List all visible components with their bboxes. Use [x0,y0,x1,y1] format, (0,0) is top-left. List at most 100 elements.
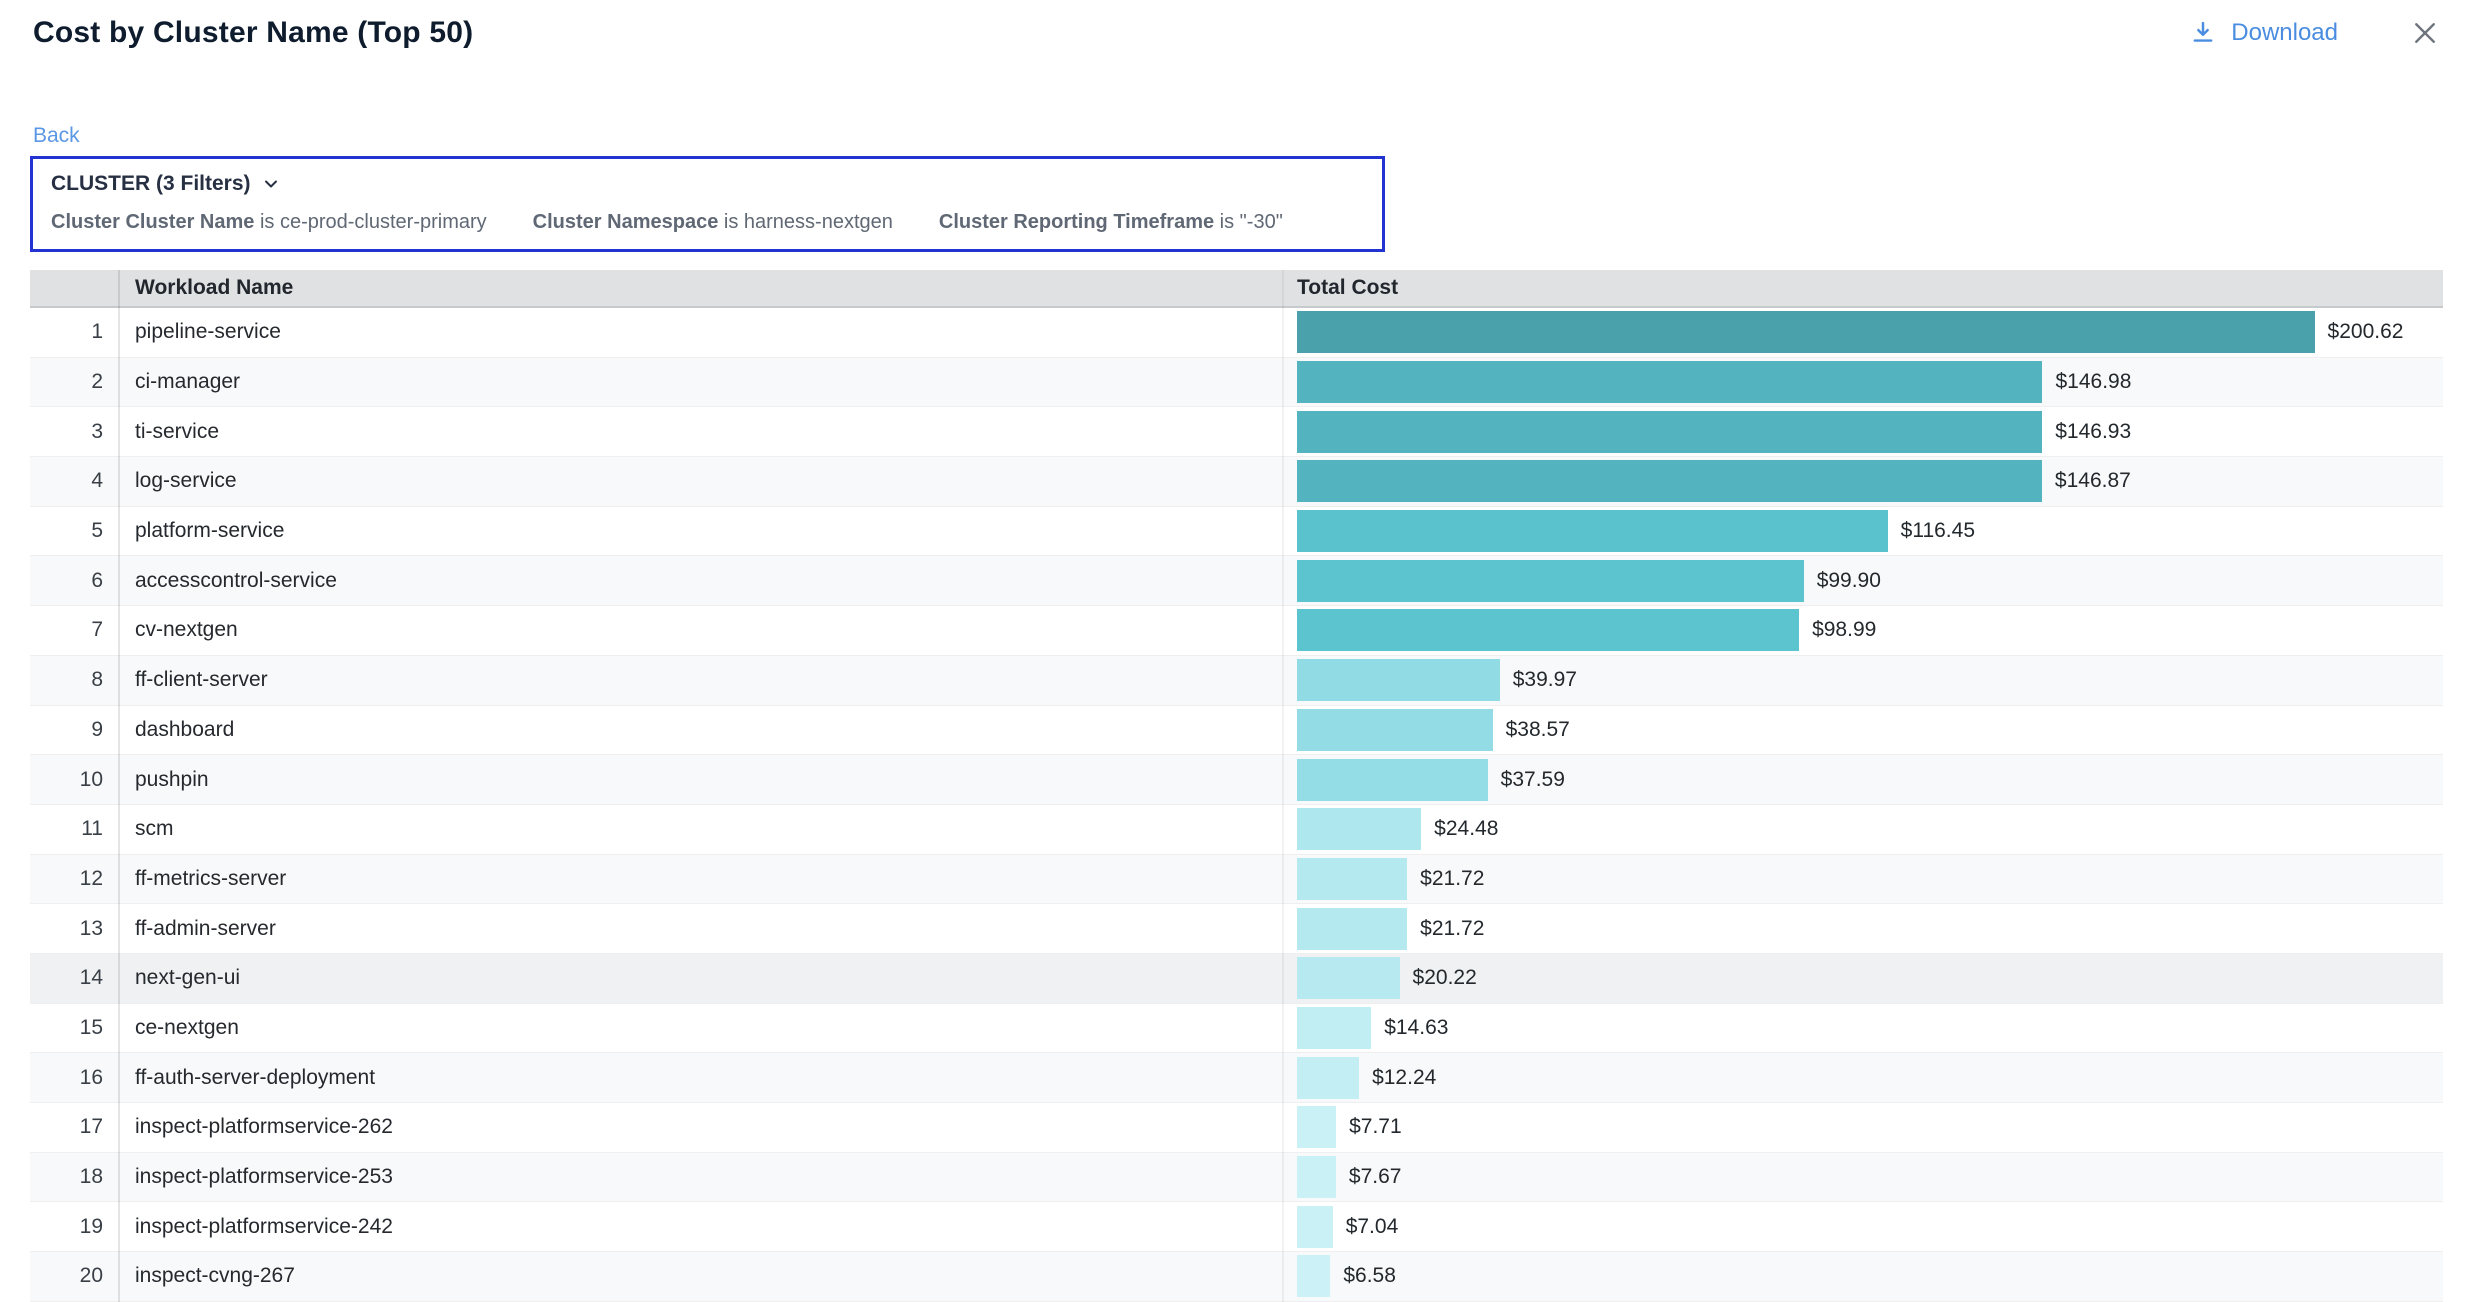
cost-bar [1297,1255,1331,1298]
total-cost-cell: $7.67 [1282,1153,2443,1202]
total-cost-cell: $14.63 [1282,1004,2443,1053]
close-button[interactable] [2410,18,2440,48]
total-cost-cell: $39.97 [1282,656,2443,705]
total-cost-cell: $146.98 [1282,358,2443,407]
header-total-cost[interactable]: Total Cost [1297,276,1399,299]
cost-value: $7.67 [1348,1165,1402,1189]
workload-name: ti-service [135,419,220,443]
filter-item-2[interactable]: Cluster Reporting Timeframe is "-30" [938,211,1283,233]
table-row[interactable]: 16 ff-auth-server-deployment $12.24 [30,1053,2443,1103]
cost-value: $39.97 [1512,668,1577,692]
filter-item-1[interactable]: Cluster Namespace is harness-nextgen [532,211,893,233]
row-rank: 6 [91,568,103,592]
cost-bar [1297,957,1400,1000]
table-row[interactable]: 11 scm $24.48 [30,804,2443,855]
table-row[interactable]: 20 inspect-cvng-267 $6.58 [30,1252,2443,1302]
table-row[interactable]: 12 ff-metrics-server $21.72 [30,854,2443,905]
total-cost-cell: $20.22 [1282,954,2443,1003]
cost-value: $6.58 [1343,1264,1396,1288]
row-rank: 14 [79,966,103,990]
total-cost-cell: $38.57 [1282,706,2443,755]
back-link[interactable]: Back [33,124,80,147]
filter-summary-label: CLUSTER (3 Filters) [51,172,251,195]
workload-name: ci-manager [135,370,241,394]
row-rank: 19 [79,1214,103,1238]
total-cost-cell: $6.58 [1282,1252,2443,1301]
cost-bar [1297,1056,1360,1099]
column-divider-rank [118,270,120,1302]
cost-value: $146.98 [2055,370,2132,394]
row-rank: 3 [91,419,103,443]
table-row[interactable]: 3 ti-service $146.93 [30,407,2443,458]
table-row[interactable]: 14 next-gen-ui $20.22 [30,953,2443,1004]
filter-summary-toggle[interactable]: CLUSTER (3 Filters) [51,172,1364,196]
row-rank: 11 [81,817,103,841]
total-cost-cell: $146.93 [1282,407,2443,456]
table-row[interactable]: 2 ci-manager $146.98 [30,357,2443,408]
workload-name: inspect-platformservice-242 [135,1214,393,1238]
cost-bar [1297,1006,1372,1049]
cost-bar [1297,808,1422,851]
download-button[interactable]: Download [2189,19,2338,47]
total-cost-cell: $7.71 [1282,1103,2443,1152]
table-header: Workload Name Total Cost [30,270,2443,308]
filter-field: Cluster Reporting Timeframe [938,211,1215,233]
row-rank: 1 [91,320,103,344]
cost-value: $21.72 [1420,916,1485,940]
workload-name: accesscontrol-service [135,568,337,592]
cost-bar [1297,311,2315,354]
workload-name: ff-auth-server-deployment [135,1065,376,1089]
table-row[interactable]: 9 dashboard $38.57 [30,705,2443,756]
cost-value: $24.48 [1434,817,1499,841]
table-row[interactable]: 6 accesscontrol-service $99.90 [30,556,2443,607]
table-row[interactable]: 17 inspect-platformservice-262 $7.71 [30,1103,2443,1153]
row-rank: 13 [79,916,103,940]
cost-bar [1297,708,1493,751]
cost-bar [1297,857,1408,900]
cost-bar [1297,510,1888,553]
filter-panel: CLUSTER (3 Filters) Cluster Cluster Name… [30,156,1385,252]
download-label: Download [2231,19,2338,46]
workload-name: inspect-cvng-267 [135,1264,295,1288]
cost-bar [1297,659,1500,702]
cost-value: $12.24 [1372,1065,1437,1089]
workload-name: ce-nextgen [135,1015,239,1039]
cost-value: $116.45 [1900,519,1975,543]
row-rank: 18 [79,1165,103,1189]
page-title: Cost by Cluster Name (Top 50) [33,16,474,49]
cost-bar [1297,758,1488,801]
row-rank: 17 [79,1115,103,1139]
cost-value: $14.63 [1384,1015,1449,1039]
filter-list: Cluster Cluster Name is ce-prod-cluster-… [51,211,1364,234]
cost-value: $146.87 [2054,469,2131,493]
cost-bar [1297,907,1408,950]
header-workload-name[interactable]: Workload Name [135,276,294,299]
table-row[interactable]: 8 ff-client-server $39.97 [30,655,2443,706]
table-row[interactable]: 10 pushpin $37.59 [30,755,2443,805]
total-cost-cell: $200.62 [1282,308,2443,357]
table-row[interactable]: 5 platform-service $116.45 [30,506,2443,557]
filter-item-0[interactable]: Cluster Cluster Name is ce-prod-cluster-… [51,211,487,233]
table-row[interactable]: 4 log-service $146.87 [30,457,2443,507]
cost-value: $200.62 [2327,320,2404,344]
cost-value: $21.72 [1420,866,1485,890]
workload-name: next-gen-ui [135,966,241,990]
workload-name: cv-nextgen [135,618,238,642]
table-row[interactable]: 13 ff-admin-server $21.72 [30,904,2443,954]
row-rank: 16 [79,1065,103,1089]
total-cost-cell: $146.87 [1282,457,2443,506]
cost-value: $38.57 [1505,717,1570,741]
column-divider-cost [1282,270,1284,1302]
table-row[interactable]: 19 inspect-platformservice-242 $7.04 [30,1202,2443,1253]
table-row[interactable]: 15 ce-nextgen $14.63 [30,1003,2443,1054]
table-row[interactable]: 18 inspect-platformservice-253 $7.67 [30,1152,2443,1203]
table-row[interactable]: 1 pipeline-service $200.62 [30,308,2443,358]
cost-value: $37.59 [1500,767,1565,791]
workload-name: inspect-platformservice-262 [135,1115,393,1139]
download-icon [2193,21,2213,42]
workload-name: ff-client-server [135,668,268,692]
filter-field: Cluster Cluster Name [51,211,255,233]
table-row[interactable]: 7 cv-nextgen $98.99 [30,606,2443,656]
cost-value: $7.71 [1349,1115,1402,1139]
